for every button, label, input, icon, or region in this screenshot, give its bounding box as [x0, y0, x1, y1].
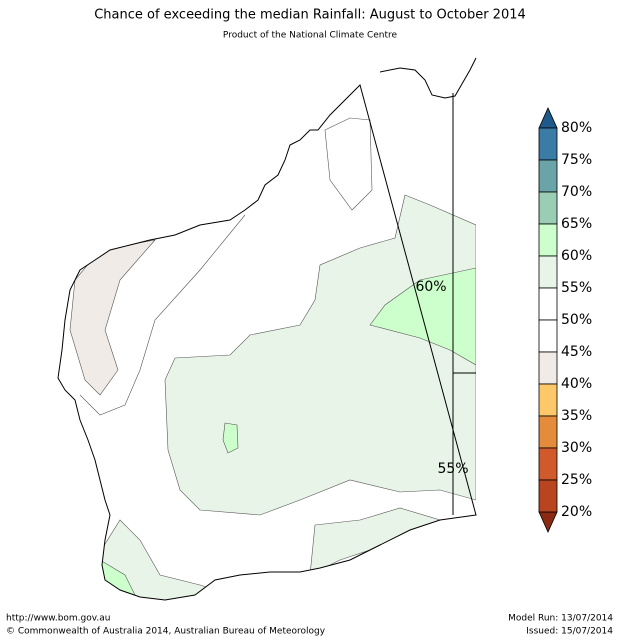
colorbar-under: [538, 511, 558, 533]
map: 60% 55%: [57, 57, 477, 601]
region-55-60: [164, 194, 476, 516]
contour-label: 55%: [437, 461, 468, 477]
colorbar-label: 80%: [561, 120, 592, 136]
colorbar-segment: [538, 319, 558, 353]
contour-west: [79, 214, 246, 416]
colorbar-label: 50%: [561, 312, 592, 328]
colorbar-segment: [538, 479, 558, 513]
colorbar: 80% 75% 70% 65% 60% 55% 50% 45% 40% 35% 30% 25% 20%: [538, 107, 592, 533]
subtitle: Product of the National Climate Centre: [223, 31, 398, 41]
colorbar-label: 20%: [561, 504, 592, 520]
coastline: [57, 57, 477, 601]
footer-issued: Issued: 15/07/2014: [526, 627, 613, 637]
region-40-45: [69, 239, 156, 396]
colorbar-label: 70%: [561, 184, 592, 200]
colorbar-segment: [538, 191, 558, 225]
contour-label: 60%: [415, 279, 446, 295]
colorbar-segment: [538, 351, 558, 385]
region-55-60-sw: [94, 519, 216, 600]
colorbar-label: 55%: [561, 280, 592, 296]
colorbar-segment: [538, 255, 558, 289]
colorbar-label: 65%: [561, 216, 592, 232]
colorbar-label: 75%: [561, 152, 592, 168]
colorbar-segment: [538, 287, 558, 321]
colorbar-segment: [538, 223, 558, 257]
colorbar-label: 60%: [561, 248, 592, 264]
footer-url: http://www.bom.gov.au: [6, 614, 110, 624]
colorbar-segment: [538, 127, 558, 161]
colorbar-label: 30%: [561, 440, 592, 456]
colorbar-label: 35%: [561, 408, 592, 424]
footer-model-run: Model Run: 13/07/2014: [508, 614, 613, 624]
footer-copyright: © Commonwealth of Australia 2014, Austra…: [6, 627, 326, 637]
colorbar-over: [538, 107, 558, 129]
colorbar-segment: [538, 159, 558, 193]
colorbar-segment: [538, 383, 558, 417]
title: Chance of exceeding the median Rainfall:…: [94, 8, 526, 23]
contour-north: [324, 117, 373, 211]
region-60-65: [369, 267, 476, 366]
state-border: [452, 93, 476, 515]
region-60-65-small: [222, 422, 239, 454]
colorbar-label: 40%: [561, 376, 592, 392]
colorbar-label: 45%: [561, 344, 592, 360]
colorbar-label: 25%: [561, 472, 592, 488]
colorbar-segment: [538, 447, 558, 481]
colorbar-segment: [538, 415, 558, 449]
